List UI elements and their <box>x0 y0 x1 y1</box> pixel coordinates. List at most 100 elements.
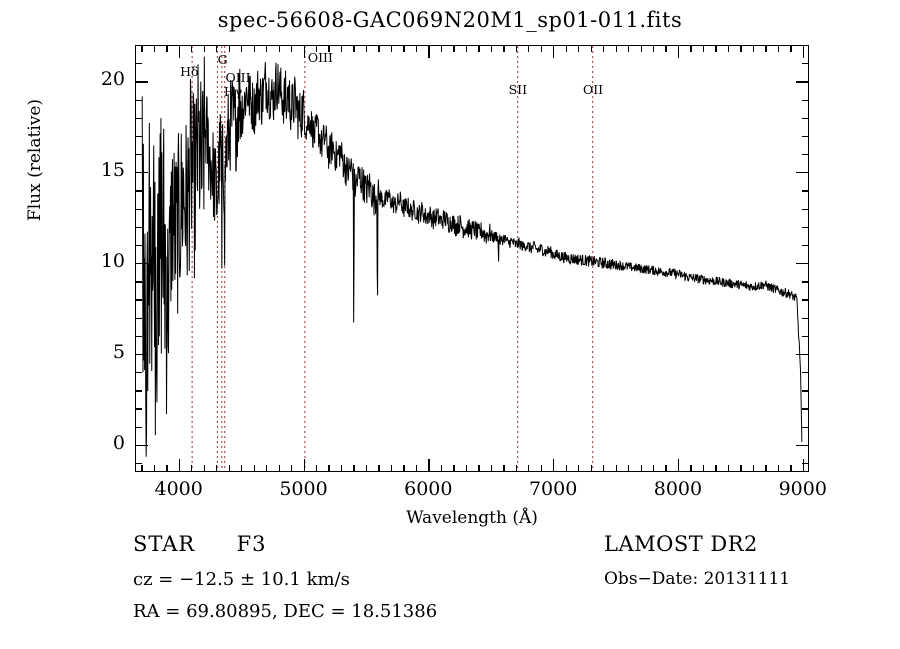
x-minor-tick-top <box>153 45 156 52</box>
page-title: spec-56608-GAC069N20M1_sp01-011.fits <box>217 8 683 32</box>
y-tick-label: 20 <box>100 68 125 91</box>
x-minor-tick-top <box>628 45 630 52</box>
x-major-tick-top <box>428 45 430 58</box>
x-minor-tick <box>315 465 318 472</box>
x-minor-tick-top <box>365 45 368 52</box>
y-minor-tick <box>135 154 142 156</box>
x-minor-tick <box>291 465 293 472</box>
y-major-tick <box>135 353 148 356</box>
y-minor-tick-right <box>802 244 809 247</box>
x-minor-tick-top <box>278 45 280 52</box>
x-minor-tick-top <box>216 45 218 52</box>
x-major-tick-top <box>553 45 555 58</box>
x-minor-tick-top <box>390 45 393 52</box>
x-minor-tick <box>166 465 168 472</box>
x-minor-tick <box>652 465 655 472</box>
x-minor-tick <box>266 465 268 472</box>
x-minor-tick-top <box>315 45 318 52</box>
x-minor-tick-top <box>141 45 143 52</box>
y-minor-tick-right <box>802 426 809 428</box>
x-axis-title: Wavelength (Å) <box>406 508 538 528</box>
x-minor-tick-top <box>228 45 230 52</box>
y-minor-tick <box>135 99 142 101</box>
x-minor-tick <box>515 465 517 472</box>
x-minor-tick-top <box>403 45 405 52</box>
x-minor-tick-top <box>565 45 567 52</box>
spectral-line-label: G <box>217 52 228 67</box>
y-minor-tick <box>135 135 142 138</box>
x-minor-tick <box>603 465 605 472</box>
x-minor-tick-top <box>378 45 380 52</box>
y-minor-tick <box>135 190 142 192</box>
observation-date: Obs−Date: 20131111 <box>604 569 791 589</box>
x-minor-tick-top <box>702 45 705 52</box>
y-minor-tick <box>135 335 142 338</box>
plot-area <box>136 46 808 471</box>
x-major-tick-top <box>802 45 805 58</box>
x-major-tick <box>428 459 430 472</box>
x-minor-tick <box>415 465 418 472</box>
x-minor-tick-top <box>503 45 505 52</box>
y-major-tick <box>135 263 148 265</box>
line-marker-group <box>192 46 593 471</box>
x-minor-tick-top <box>540 45 542 52</box>
x-minor-tick <box>578 465 580 472</box>
x-major-tick <box>553 459 555 472</box>
object-class: STAR <box>133 532 196 556</box>
x-minor-tick-top <box>203 45 205 52</box>
y-minor-tick-right <box>802 154 809 156</box>
x-tick-label: 8000 <box>653 478 703 500</box>
y-minor-tick <box>135 408 142 410</box>
x-minor-tick-top <box>353 45 355 52</box>
x-minor-tick <box>665 465 667 472</box>
y-minor-tick <box>135 462 142 465</box>
x-major-tick-top <box>178 45 180 58</box>
x-minor-tick <box>727 465 730 472</box>
x-minor-tick-top <box>291 45 293 52</box>
x-minor-tick <box>153 465 156 472</box>
y-minor-tick <box>135 390 142 392</box>
x-minor-tick <box>278 465 280 472</box>
x-minor-tick <box>203 465 205 472</box>
x-minor-tick-top <box>765 45 767 52</box>
spectrum-canvas <box>136 46 808 471</box>
x-tick-label: 7000 <box>528 478 578 500</box>
y-minor-tick-right <box>802 390 809 392</box>
x-minor-tick <box>615 465 617 472</box>
x-minor-tick-top <box>603 45 605 52</box>
y-major-tick <box>135 81 148 83</box>
spectral-line-label: OIII <box>307 50 333 65</box>
x-minor-tick-top <box>752 45 755 52</box>
y-minor-tick-right <box>802 135 809 138</box>
x-tick-label: 9000 <box>778 478 827 500</box>
y-minor-tick <box>135 372 142 374</box>
x-major-tick-top <box>677 45 680 58</box>
x-minor-tick-top <box>490 45 493 52</box>
x-minor-tick <box>590 465 592 472</box>
x-minor-tick-top <box>465 45 468 52</box>
x-minor-tick <box>702 465 705 472</box>
x-minor-tick <box>440 465 443 472</box>
y-minor-tick-right <box>802 408 809 410</box>
x-minor-tick-top <box>615 45 617 52</box>
x-minor-tick-top <box>777 45 780 52</box>
x-minor-tick-top <box>415 45 418 52</box>
spectral-line-label: OIII <box>225 70 251 85</box>
x-minor-tick <box>378 465 380 472</box>
y-minor-tick <box>135 244 142 247</box>
x-major-tick <box>677 459 680 472</box>
y-minor-tick-right <box>802 281 809 283</box>
x-minor-tick-top <box>253 45 255 52</box>
y-major-tick-right <box>796 81 809 83</box>
plot-frame <box>135 45 809 472</box>
y-major-tick <box>135 172 148 174</box>
y-minor-tick <box>135 63 142 65</box>
x-minor-tick <box>540 465 542 472</box>
coordinates: RA = 69.80895, DEC = 18.51386 <box>133 601 438 622</box>
y-minor-tick-right <box>802 462 809 465</box>
y-minor-tick <box>135 299 142 301</box>
x-minor-tick <box>640 465 642 472</box>
y-major-tick-right <box>796 263 809 265</box>
y-minor-tick-right <box>802 208 809 210</box>
